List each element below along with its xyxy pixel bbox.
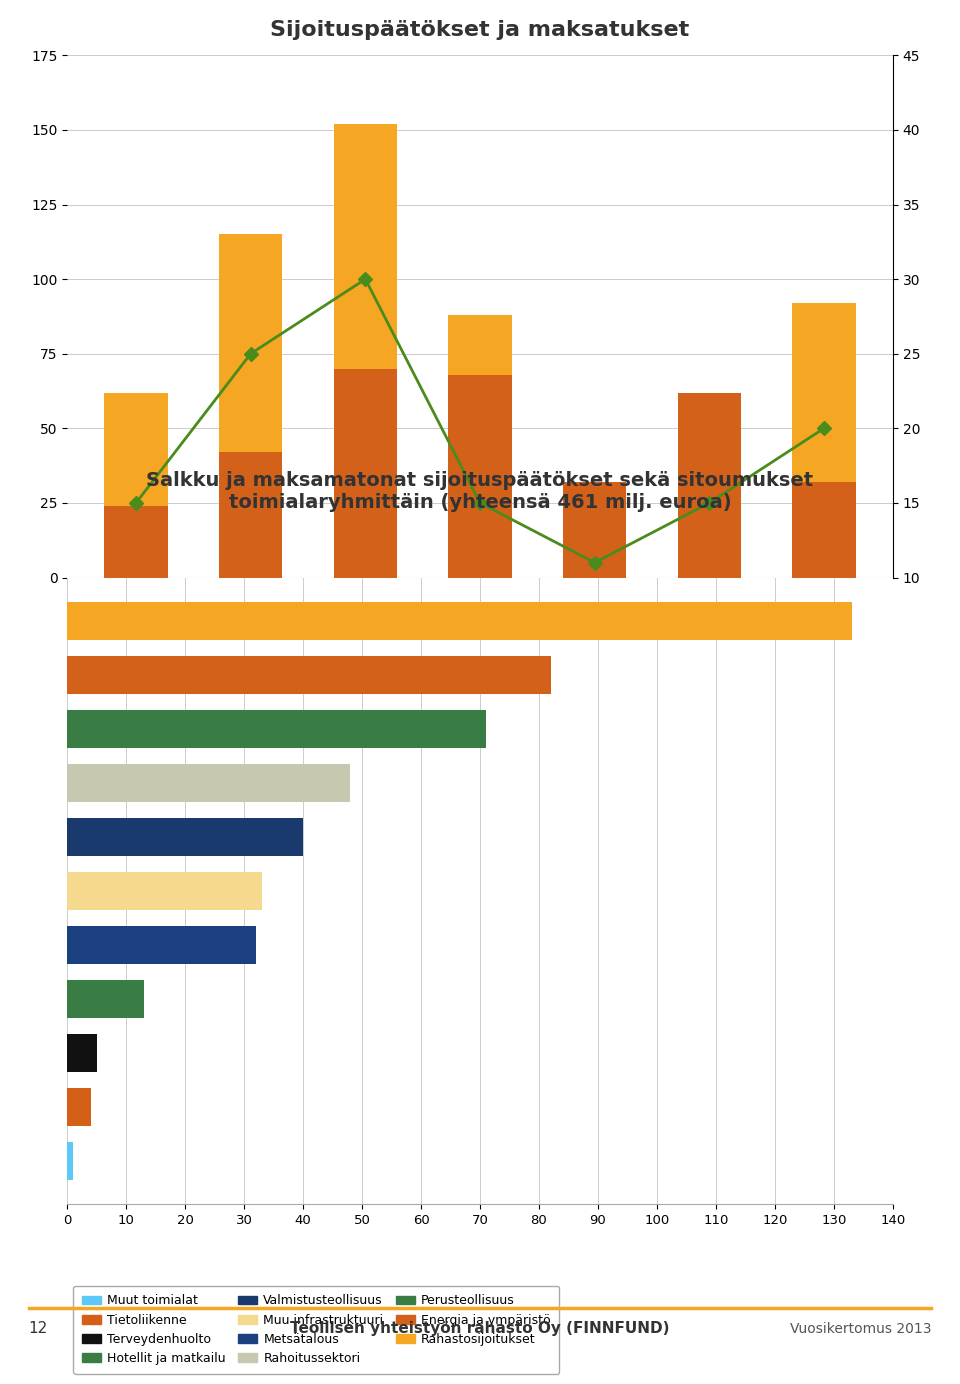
Bar [334, 368, 396, 577]
Bar [67, 1088, 91, 1125]
Bar [67, 764, 350, 801]
Text: Vuosikertomus 2013: Vuosikertomus 2013 [790, 1322, 931, 1336]
Bar [792, 303, 855, 577]
Bar [67, 818, 303, 855]
Bar [219, 234, 282, 577]
Bar [67, 926, 256, 963]
Bar [219, 453, 282, 577]
Bar [67, 1142, 73, 1179]
Bar [105, 507, 168, 577]
Bar [334, 125, 396, 577]
Text: 12: 12 [29, 1320, 48, 1336]
Legend: Rahoituspäätökset, milj. euroa, Maksatukset milj. euroa, Rahoituspäätökset, kpl: Rahoituspäätökset, milj. euroa, Maksatuk… [74, 646, 718, 678]
Legend: Muut toimialat, Tietoliikenne, Terveydenhuolto, Hotellit ja matkailu, Valmistust: Muut toimialat, Tietoliikenne, Terveyden… [74, 1286, 560, 1374]
Bar [792, 482, 855, 577]
Bar [678, 414, 741, 577]
Text: Teollisen yhteistyön rahasto Oy (FINNFUND): Teollisen yhteistyön rahasto Oy (FINNFUN… [290, 1320, 670, 1336]
Bar [67, 980, 144, 1017]
Bar [564, 482, 626, 577]
Bar [448, 316, 512, 577]
Bar [67, 872, 262, 909]
Bar [67, 1034, 97, 1071]
Bar [67, 710, 486, 747]
Bar [564, 500, 626, 577]
Bar [67, 602, 852, 639]
Bar [67, 656, 551, 693]
Title: Sijoituspäätökset ja maksatukset: Sijoituspäätökset ja maksatukset [271, 19, 689, 40]
Bar [105, 393, 168, 577]
Title: Salkku ja maksamatonat sijoituspäätökset sekä sitoumukset
toimialaryhmittäin (yh: Salkku ja maksamatonat sijoituspäätökset… [147, 471, 813, 512]
Bar [448, 375, 512, 577]
Bar [678, 393, 741, 577]
